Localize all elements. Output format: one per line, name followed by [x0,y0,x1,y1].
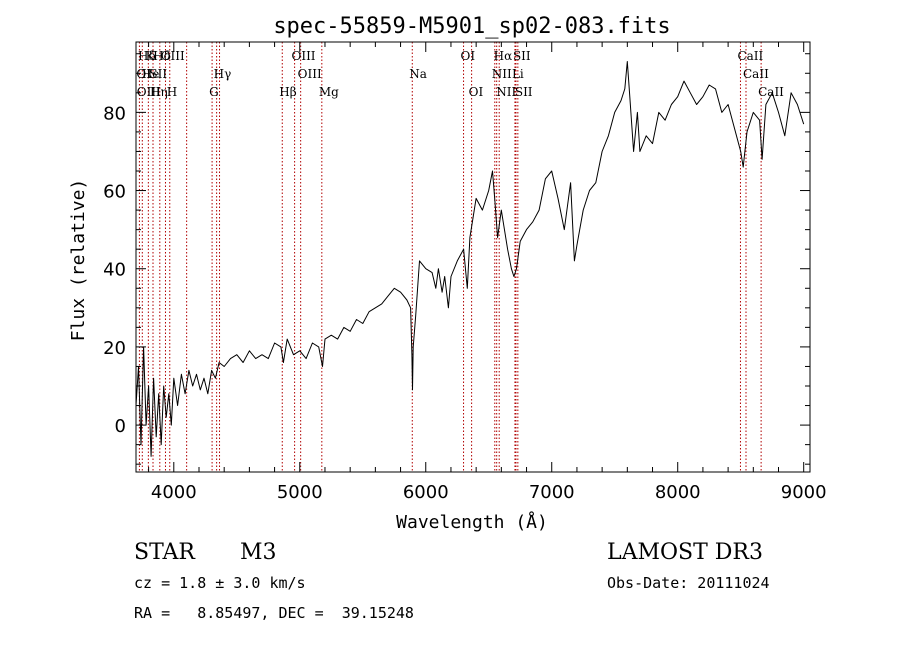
object-subclass: M3 [240,540,277,565]
y-axis-label: Flux (relative) [68,179,89,342]
survey-name: LAMOST DR3 [607,540,763,565]
line-label-5: OI [461,49,476,63]
line-label-20: H [167,85,177,99]
axis-ticks: 4000 5000 6000 7000 8000 9000 0 20 40 60 80 [103,42,827,503]
object-class: STAR [134,540,195,565]
line-label-12: Hγ [214,67,232,81]
x-tick-label: 7000 [529,482,575,503]
line-label-13: OIII [298,67,322,81]
y-tick-label: 40 [103,260,126,281]
line-label-14: Na [409,67,427,81]
line-label-26: SII [515,85,533,99]
coordinates: RA = 8.85497, DEC = 39.15248 [134,604,414,622]
line-label-25: NII [496,85,516,99]
x-tick-label: 5000 [277,482,323,503]
x-tick-label: 8000 [655,482,701,503]
line-label-21: G [209,85,219,99]
x-tick-label: 9000 [781,482,827,503]
line-label-7: SII [513,49,531,63]
observation-date: Obs-Date: 20111024 [607,574,770,592]
line-label-24: OI [469,85,484,99]
spectrum-line [135,61,805,457]
line-label-3: OIII [161,49,185,63]
x-tick-label: 6000 [403,482,449,503]
line-label-10: He [142,67,160,81]
y-tick-label: 20 [103,338,126,359]
line-label-0: Hδ [138,49,156,63]
redshift-cz: cz = 1.8 ± 3.0 km/s [134,574,306,592]
y-tick-label: 80 [103,103,126,124]
y-tick-label: 60 [103,182,126,203]
line-label-15: NII [492,67,512,81]
line-label-6: Hα [494,49,513,63]
plot-frame [135,41,811,473]
line-label-22: Hβ [279,85,296,99]
line-label-9: OI [136,67,151,81]
line-markers [138,42,762,472]
line-label-11: SII [149,67,167,81]
line-label-2: Hδ [153,49,171,63]
x-tick-label: 4000 [151,482,197,503]
line-label-23: Mg [319,85,339,99]
line-label-4: OIII [291,49,315,63]
line-label-18: OIII [137,85,161,99]
chart-title: spec-55859-M5901_sp02-083.fits [273,14,670,39]
line-label-8: CaII [737,49,763,63]
x-axis-label: Wavelength (Å) [396,511,548,533]
y-tick-label: 0 [115,416,126,437]
line-label-16: Li [512,67,524,81]
line-label-1: K [146,49,156,63]
line-label-17: CaII [743,67,769,81]
line-label-27: CaII [758,85,784,99]
line-label-19: Hη [150,85,168,99]
